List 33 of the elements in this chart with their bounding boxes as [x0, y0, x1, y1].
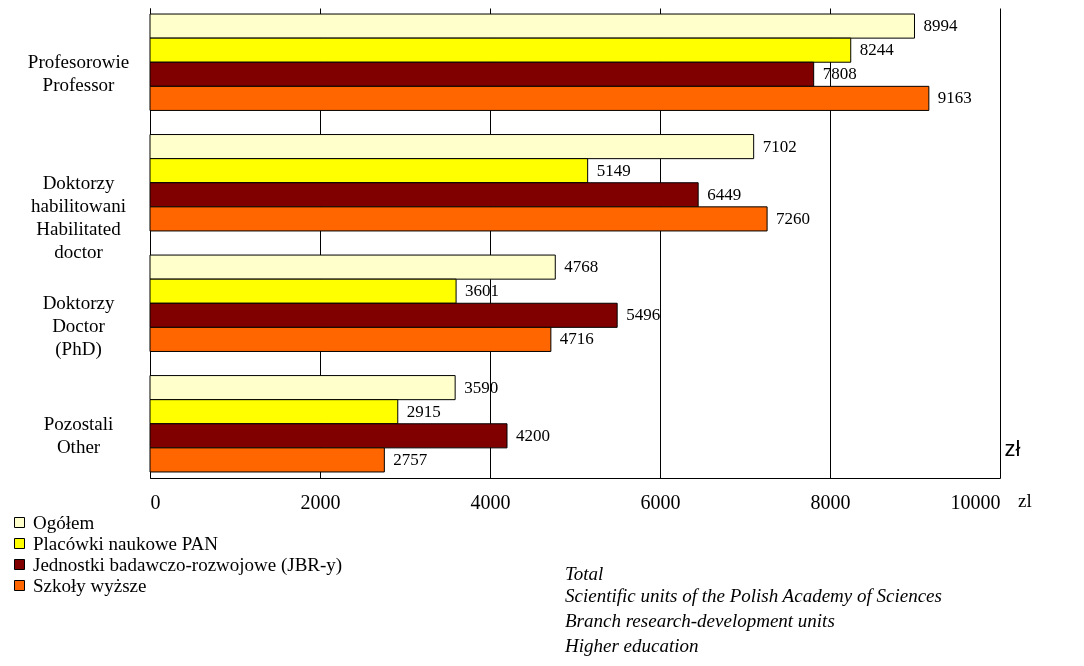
text: Total	[565, 563, 604, 585]
x-tick-label: 4000	[470, 490, 511, 513]
legend-label: Jednostki badawczo-rozwojowe (JBR-y)	[33, 553, 343, 576]
x-tick-label: 0	[150, 490, 161, 513]
text: zl	[1018, 490, 1032, 512]
data-label: 2757	[393, 449, 428, 469]
data-label: 5496	[626, 305, 661, 325]
data-label: 8994	[923, 16, 958, 36]
legend-label: Placówki naukowe PAN	[33, 532, 219, 554]
y-tick-label: Profesorowie Professor	[27, 51, 130, 96]
data-label: 7260	[776, 208, 811, 228]
text: Branch research-development units	[565, 610, 835, 632]
data-label: 4768	[564, 257, 599, 277]
data-label: 2915	[406, 401, 441, 421]
x-tick-label: 6000	[640, 490, 681, 513]
data-label: 4716	[559, 329, 594, 349]
x-tick-label: 2000	[300, 490, 341, 513]
y-tick-label: Doktorzy Doctor (PhD)	[42, 292, 115, 361]
data-label: 5149	[596, 160, 631, 180]
y-tick-label: Pozostali Other	[43, 412, 114, 457]
text: Scientific units of the Polish Academy of Sciences	[565, 585, 942, 607]
legend-label: Szkoły wyższe	[33, 574, 147, 596]
data-label: 8244	[859, 40, 895, 60]
data-label: 6449	[707, 184, 742, 204]
data-label: 9163	[937, 88, 972, 108]
data-label: 4200	[516, 425, 550, 445]
x-tick-label: 8000	[810, 490, 851, 513]
y-tick-label: Doktorzy habilitowani Habilitated doctor	[31, 171, 126, 262]
x-axis-title: zł	[1004, 435, 1021, 461]
data-label: 7102	[762, 136, 797, 156]
x-tick-label: 10000	[950, 490, 1001, 513]
legend-label: Ogółem	[33, 511, 95, 533]
text: Higher education	[565, 635, 699, 657]
